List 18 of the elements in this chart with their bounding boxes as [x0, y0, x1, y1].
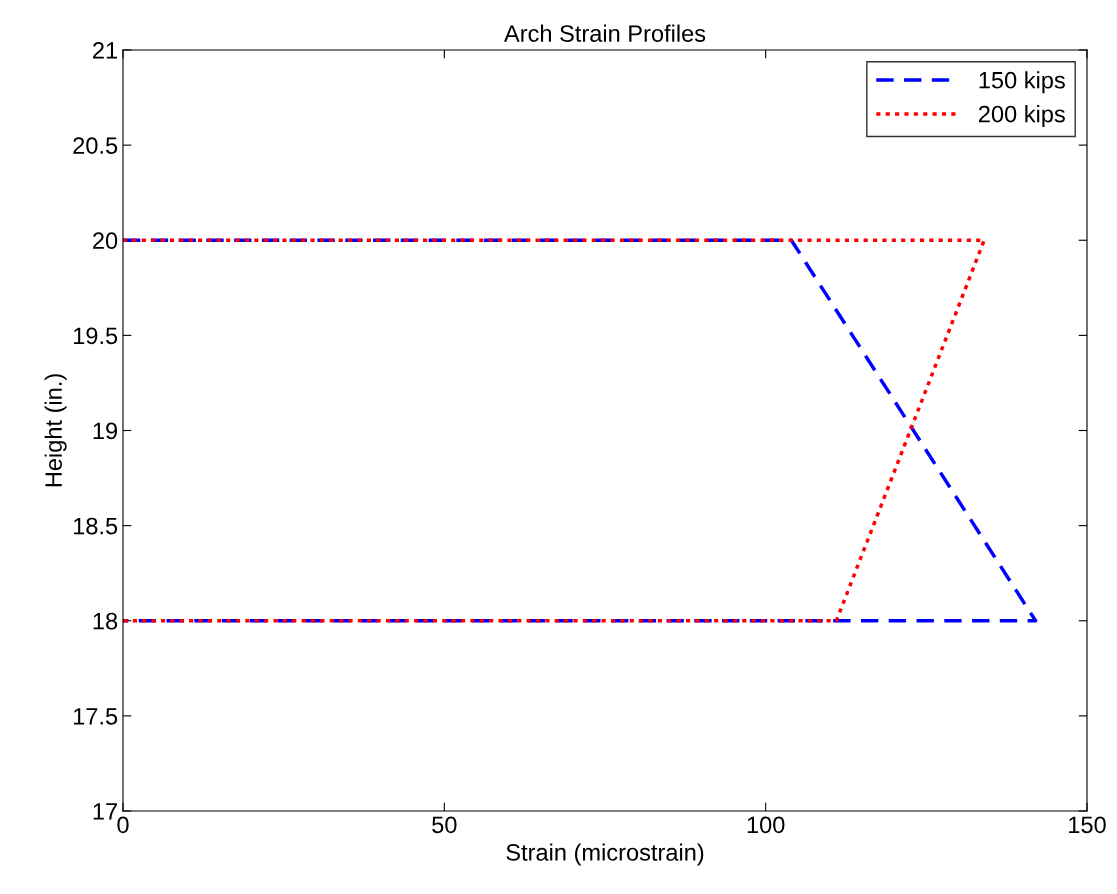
legend-label: 200 kips [979, 105, 1065, 128]
x-tick-label: 50 [432, 816, 457, 834]
y-tick-label: 20 [93, 232, 118, 250]
y-tick-label: 19.5 [73, 327, 118, 345]
y-tick-label: 21 [93, 42, 117, 59]
x-tick-label: 100 [747, 816, 785, 834]
x-tick-label: 0 [117, 816, 129, 834]
y-tick-label: 18 [93, 612, 118, 630]
y-tick-label: 17 [93, 803, 117, 820]
legend-label: 150 kips [979, 71, 1065, 94]
y-axis-title: Height (in.) [44, 374, 67, 487]
y-tick-label: 18.5 [73, 517, 118, 535]
y-tick-label: 17.5 [73, 708, 118, 725]
x-axis-title: Strain (microstrain) [506, 843, 704, 866]
y-tick-label: 20.5 [73, 137, 118, 154]
chart-title: Arch Strain Profiles [504, 24, 706, 42]
x-tick-label: 150 [1069, 816, 1106, 834]
y-tick-label: 19 [93, 422, 118, 440]
